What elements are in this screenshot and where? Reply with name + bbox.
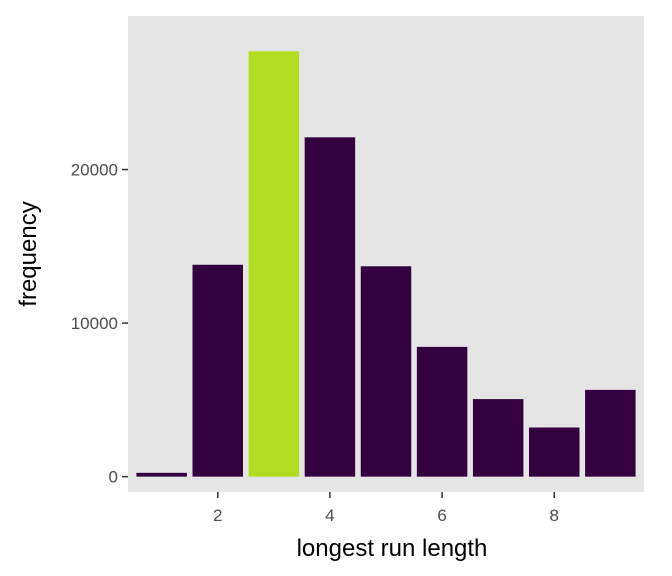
bar-group: [136, 51, 636, 477]
bar-5: [360, 266, 412, 477]
y-axis: 0 10000 20000: [71, 161, 128, 487]
x-tick-label: 8: [550, 506, 559, 525]
bar-9: [585, 389, 636, 477]
x-tick-label: 4: [325, 506, 334, 525]
y-tick-label: 20000: [71, 161, 118, 180]
bar-4: [304, 137, 356, 477]
bar-3: [248, 51, 300, 477]
y-tick-label: 10000: [71, 314, 118, 333]
x-axis-title: longest run length: [297, 535, 488, 562]
bar-7: [472, 399, 524, 477]
bar-6: [416, 346, 468, 477]
bar-2: [192, 264, 243, 477]
y-axis-title: frequency: [15, 201, 42, 306]
x-tick-label: 2: [213, 506, 222, 525]
bar-1: [136, 472, 187, 477]
x-tick-label: 6: [437, 506, 446, 525]
x-axis: 2 4 6 8: [213, 492, 559, 525]
bar-8: [529, 427, 580, 477]
y-tick-label: 0: [109, 468, 118, 487]
